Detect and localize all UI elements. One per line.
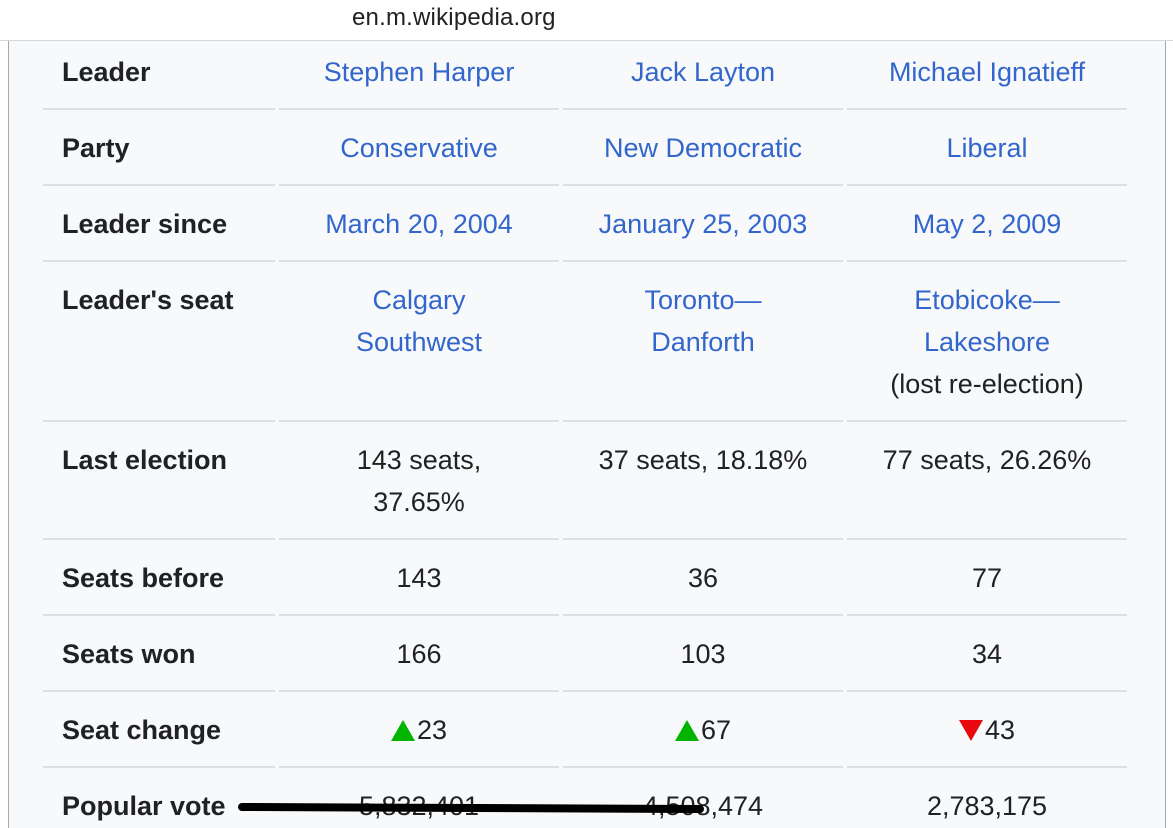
seat-line1: Etobicoke—	[914, 285, 1060, 315]
last-election-line2: 37.65%	[373, 487, 465, 517]
seat-line2: Southwest	[355, 327, 483, 357]
row-label-leaders-seat: Leader's seat	[43, 262, 275, 422]
last-election-line1: 143 seats,	[356, 445, 482, 475]
decrease-triangle-icon	[958, 720, 983, 741]
seat-change-amount: 23	[416, 715, 448, 745]
row-label-leader-since: Leader since	[43, 186, 275, 262]
seats-won-conservative: 166	[279, 616, 559, 692]
seat-change-ndp: 67	[563, 692, 843, 768]
table-row-popular-vote: Popular vote 5,832,401 4,508,474 2,783,1…	[43, 768, 1127, 828]
last-election-liberal: 77 seats, 26.26%	[847, 422, 1127, 540]
row-label-party: Party	[43, 110, 275, 186]
party-link-liberal[interactable]: Liberal	[946, 133, 1028, 163]
seat-link-calgary-southwest[interactable]: Calgary Southwest	[356, 285, 482, 357]
table-row-seats-before: Seats before 143 36 77	[43, 540, 1127, 616]
seats-won-liberal: 34	[847, 616, 1127, 692]
row-label-seats-before: Seats before	[43, 540, 275, 616]
date-link-harper[interactable]: March 20, 2004	[325, 209, 513, 239]
election-infobox: Leader Stephen Harper Jack Layton Michae…	[8, 41, 1166, 828]
seat-change-conservative: 23	[279, 692, 559, 768]
table-row-party: Party Conservative New Democratic Libera…	[43, 110, 1127, 186]
seat-note: (lost re-election)	[890, 369, 1084, 399]
party-link-conservative[interactable]: Conservative	[340, 133, 498, 163]
leader-link-harper[interactable]: Stephen Harper	[323, 57, 515, 87]
leader-link-layton[interactable]: Jack Layton	[630, 57, 776, 87]
table-row-last-election: Last election 143 seats, 37.65% 37 seats,…	[43, 422, 1127, 540]
increase-triangle-icon	[390, 720, 415, 741]
table-row-leader: Leader Stephen Harper Jack Layton Michae…	[43, 41, 1127, 110]
date-link-ignatieff[interactable]: May 2, 2009	[912, 209, 1062, 239]
url-text[interactable]: en.m.wikipedia.org	[352, 4, 556, 31]
row-label-seats-won: Seats won	[43, 616, 275, 692]
seats-before-ndp: 36	[563, 540, 843, 616]
table-row-seat-change: Seat change 23 67 43	[43, 692, 1127, 768]
popular-vote-ndp: 4,508,474	[563, 768, 843, 828]
table-row-leader-since: Leader since March 20, 2004 January 25, …	[43, 186, 1127, 262]
seats-before-conservative: 143	[279, 540, 559, 616]
seat-link-etobicoke-lakeshore[interactable]: Etobicoke— Lakeshore	[914, 285, 1060, 357]
row-label-popular-vote: Popular vote	[62, 791, 226, 821]
row-label-last-election: Last election	[43, 422, 275, 540]
seat-line1: Calgary	[372, 285, 466, 315]
last-election-conservative: 143 seats, 37.65%	[279, 422, 559, 540]
row-label-leader: Leader	[43, 41, 275, 110]
browser-address-bar[interactable]: en.m.wikipedia.org	[0, 0, 1173, 41]
seats-won-ndp: 103	[563, 616, 843, 692]
seats-before-liberal: 77	[847, 540, 1127, 616]
table-row-leaders-seat: Leader's seat Calgary Southwest Toronto— D…	[43, 262, 1127, 422]
last-election-ndp: 37 seats, 18.18%	[563, 422, 843, 540]
seat-line2: Danforth	[651, 327, 755, 357]
seat-line2: Lakeshore	[923, 327, 1051, 357]
seat-line1: Toronto—	[644, 285, 762, 315]
popular-vote-liberal: 2,783,175	[926, 791, 1048, 821]
party-link-ndp[interactable]: New Democratic	[603, 133, 803, 163]
leader-link-ignatieff[interactable]: Michael Ignatieff	[888, 57, 1086, 87]
increase-triangle-icon	[674, 720, 699, 741]
party-comparison-table: Leader Stephen Harper Jack Layton Michae…	[39, 41, 1131, 828]
row-label-seat-change: Seat change	[43, 692, 275, 768]
seat-change-amount: 43	[984, 715, 1016, 745]
popular-vote-conservative: 5,832,401	[279, 768, 559, 828]
table-row-seats-won: Seats won 166 103 34	[43, 616, 1127, 692]
date-link-layton[interactable]: January 25, 2003	[598, 209, 808, 239]
seat-change-liberal: 43	[847, 692, 1127, 768]
seat-link-toronto-danforth[interactable]: Toronto— Danforth	[644, 285, 761, 357]
seat-change-amount: 67	[700, 715, 732, 745]
